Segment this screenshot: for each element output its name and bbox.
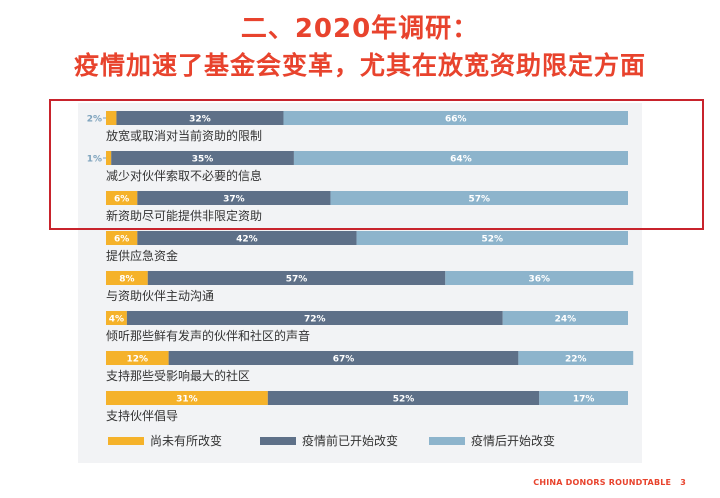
legend-swatch	[429, 437, 465, 445]
bar-segment	[330, 191, 628, 205]
data-label: 4%	[109, 315, 124, 325]
data-label: 22%	[565, 355, 587, 365]
legend-swatch	[108, 437, 144, 445]
bar-segment	[106, 311, 127, 325]
data-label: 24%	[555, 315, 577, 325]
category-label: 与资助伙伴主动沟通	[106, 289, 214, 303]
bar-segment	[106, 271, 148, 285]
slide-title-line-1: 二、2020年调研：	[240, 14, 480, 44]
category-label: 减少对伙伴索取不必要的信息	[106, 168, 262, 183]
data-label: 2%	[87, 115, 102, 125]
bar-segment	[137, 191, 331, 205]
highlight-box	[49, 99, 704, 230]
bar-segment	[116, 111, 284, 125]
bar-segment	[106, 391, 268, 405]
data-label: 72%	[304, 315, 326, 325]
bar-segment	[111, 151, 294, 165]
data-label: 67%	[333, 355, 355, 365]
data-label: 57%	[468, 195, 490, 205]
data-label: 32%	[189, 115, 211, 125]
bar-segment	[147, 271, 446, 285]
category-label: 提供应急资金	[106, 248, 178, 263]
legend-label: 疫情前已开始改变	[302, 433, 398, 448]
slide-title-line-2: 疫情加速了基金会变革，尤其在放宽资助限定方面	[73, 51, 646, 80]
bar-segment	[168, 351, 519, 365]
bar-segment	[293, 151, 628, 165]
data-label: 57%	[286, 275, 308, 285]
bar-segment	[267, 391, 540, 405]
data-label: 1%	[87, 155, 102, 165]
legend-label: 尚未有所改变	[150, 433, 222, 448]
data-label: 17%	[573, 395, 595, 405]
data-label: 6%	[114, 235, 129, 245]
legend-swatch	[260, 437, 296, 445]
category-label: 支持伙伴倡导	[106, 408, 178, 423]
data-label: 64%	[450, 155, 472, 165]
stacked-bar-chart: 2% 32% 66% 放宽或取消对当前资助的限制 1% 35% 64% 减少对伙伴索取不必要的…	[87, 111, 634, 448]
bar-segment	[356, 231, 628, 245]
footer-org: CHINA DONORS ROUNDTABLE	[533, 478, 672, 487]
bar-segment	[518, 351, 634, 365]
data-label: 52%	[393, 395, 415, 405]
page-number: 3	[680, 478, 686, 487]
category-label: 倾听那些鲜有发声的伙伴和社区的声音	[106, 328, 310, 343]
data-label: 52%	[482, 235, 504, 245]
data-label: 37%	[223, 195, 245, 205]
data-label: 42%	[236, 235, 258, 245]
category-label: 放宽或取消对当前资助的限制	[106, 128, 262, 143]
category-label: 支持那些受影响最大的社区	[106, 368, 250, 383]
bar-segment	[106, 151, 112, 165]
category-label: 新资助尽可能提供非限定资助	[106, 208, 262, 223]
data-label: 31%	[176, 395, 198, 405]
data-label: 35%	[192, 155, 214, 165]
bar-segment	[502, 311, 628, 325]
bar-segment	[445, 271, 634, 285]
legend-label: 疫情后开始改变	[471, 433, 555, 448]
data-label: 6%	[114, 195, 129, 205]
data-label: 12%	[127, 355, 149, 365]
bar-segment	[106, 111, 117, 125]
footer: CHINA DONORS ROUNDTABLE 3	[527, 478, 686, 487]
chart-panel: 2% 32% 66% 放宽或取消对当前资助的限制 1% 35% 64% 减少对伙伴索取不必要的…	[78, 103, 642, 463]
bar-segment	[126, 311, 503, 325]
bar-segment	[106, 191, 138, 205]
bar-segment	[106, 231, 138, 245]
data-label: 66%	[445, 115, 467, 125]
bar-segment	[539, 391, 628, 405]
data-label: 8%	[119, 275, 134, 285]
data-label: 36%	[528, 275, 550, 285]
bar-segment	[283, 111, 628, 125]
bar-segment	[106, 351, 169, 365]
bar-segment	[137, 231, 357, 245]
